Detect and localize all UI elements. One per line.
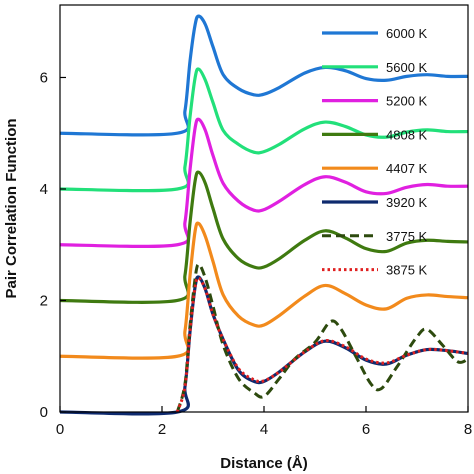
x-tick-label: 8 — [464, 421, 472, 438]
legend: 6000 K 5600 K 5200 K 4808 K 4407 K 3920 K 3775… — [322, 26, 428, 278]
legend-label: 5200 K — [386, 94, 428, 109]
series-line-4407-k — [59, 221, 469, 360]
x-axis-title: Distance (Å) — [220, 455, 308, 472]
series-line-5200-k — [59, 117, 469, 248]
series-line-3875-k — [175, 276, 469, 413]
y-tick-label: 2 — [40, 292, 48, 309]
ticks-layer: 0 2 4 6 8 0 2 4 6 — [40, 69, 473, 438]
series-line-5600-k — [59, 67, 469, 193]
legend-label: 5600 K — [386, 60, 428, 75]
legend-label: 3775 K — [386, 229, 428, 244]
legend-label: 4407 K — [386, 161, 428, 176]
legend-label: 3875 K — [386, 263, 428, 278]
x-tick-label: 4 — [260, 421, 268, 438]
series-line-4808-k — [59, 170, 469, 304]
legend-label: 4808 K — [386, 127, 428, 142]
x-tick-label: 6 — [362, 421, 370, 438]
legend-label: 6000 K — [386, 26, 428, 41]
x-tick-label: 2 — [158, 421, 166, 438]
y-tick-label: 0 — [40, 404, 48, 421]
legend-label: 3920 K — [386, 195, 428, 210]
series-line-6000-k — [59, 14, 469, 137]
y-axis-title: Pair Correlation Function — [3, 118, 20, 298]
x-tick-label: 0 — [56, 421, 64, 438]
series-layer — [59, 14, 469, 416]
y-tick-label: 4 — [40, 181, 48, 198]
y-tick-label: 6 — [40, 69, 48, 86]
